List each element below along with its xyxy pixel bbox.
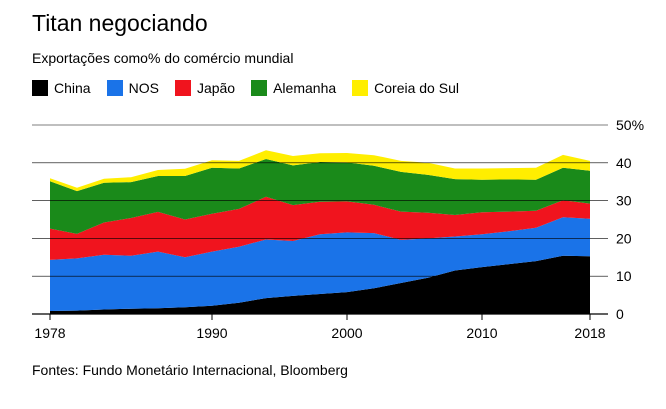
legend-label-alemanha: Alemanha <box>273 80 337 96</box>
x-tick-label-2010: 2010 <box>466 325 497 341</box>
legend-item-china: China <box>32 80 91 96</box>
x-tick-label-1978: 1978 <box>34 325 65 341</box>
area-nos <box>50 217 590 311</box>
legend-swatch-alemanha <box>251 80 268 96</box>
y-tick-label-10: 10 <box>616 268 632 284</box>
y-tick-label-0: 0 <box>616 306 624 322</box>
x-tick-label-1990: 1990 <box>196 325 227 341</box>
legend-label-coreia: Coreia do Sul <box>374 80 459 96</box>
chart-title: Titan negociando <box>32 10 208 36</box>
area-alemanha <box>50 159 590 234</box>
legend-label-japao: Japão <box>196 80 236 96</box>
x-tick-label-2000: 2000 <box>331 325 362 341</box>
area-china <box>50 255 590 314</box>
legend-swatch-china <box>32 80 48 96</box>
y-tick-label-40: 40 <box>616 155 632 171</box>
legend-item-nos: NOS <box>106 80 159 96</box>
legend-swatch-japao <box>174 80 191 96</box>
legend: China NOS Japão Alemanha Coreia do Sul <box>32 80 475 96</box>
y-tick-label-30: 30 <box>616 193 632 209</box>
legend-label-nos: NOS <box>128 80 159 96</box>
area-coreia-do-sul <box>50 150 590 192</box>
legend-swatch-nos <box>106 80 123 96</box>
y-tick-label-20: 20 <box>616 230 632 246</box>
y-tick-label-50: 50% <box>616 117 644 133</box>
legend-item-japao: Japão <box>174 80 236 96</box>
legend-item-coreia: Coreia do Sul <box>352 80 459 96</box>
legend-label-china: China <box>54 80 91 96</box>
legend-item-alemanha: Alemanha <box>251 80 336 96</box>
x-tick-label-2018: 2018 <box>574 325 605 341</box>
area-japão <box>50 196 590 260</box>
chart-source: Fontes: Fundo Monetário Internacional, B… <box>32 362 348 378</box>
chart-subtitle: Exportações como% do comércio mundial <box>32 50 294 66</box>
legend-swatch-coreia <box>352 80 369 96</box>
